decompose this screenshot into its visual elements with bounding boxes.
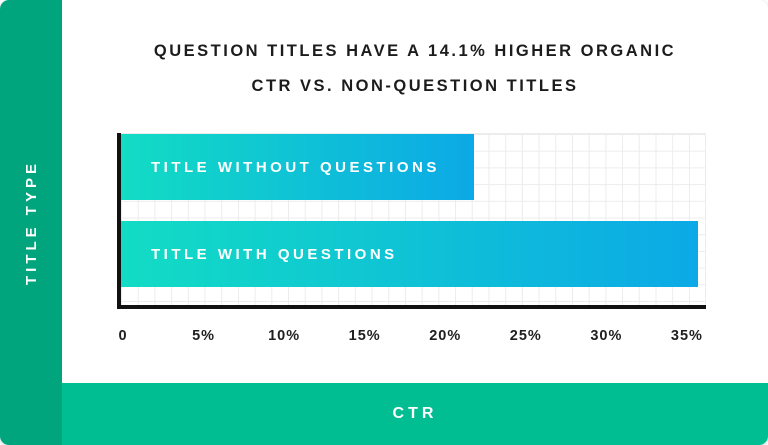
bar-title-with-questions: TITLE WITH QUESTIONS — [121, 221, 698, 287]
bar-label: TITLE WITHOUT QUESTIONS — [151, 158, 440, 176]
bar-label: TITLE WITH QUESTIONS — [151, 245, 398, 263]
x-axis-tick-labels: 0 5% 10% 15% 20% 25% 30% 35% — [83, 328, 727, 344]
x-tick: 10% — [268, 328, 301, 344]
x-tick: 25% — [509, 328, 542, 344]
x-axis-title: CTR — [392, 405, 438, 422]
x-axis-band: CTR — [62, 383, 768, 445]
y-axis-title: TITLE TYPE — [22, 159, 40, 285]
x-tick: 0 — [118, 328, 128, 344]
plot-area: TITLE WITHOUT QUESTIONS TITLE WITH QUEST… — [117, 133, 706, 309]
x-tick: 30% — [590, 328, 623, 344]
x-tick: 20% — [429, 328, 462, 344]
bar-title-without-questions: TITLE WITHOUT QUESTIONS — [121, 134, 474, 200]
chart-title-line-1: QUESTION TITLES HAVE A 14.1% HIGHER ORGA… — [153, 42, 677, 60]
x-tick: 5% — [192, 328, 216, 344]
y-axis-band: TITLE TYPE — [0, 0, 62, 445]
x-tick: 15% — [348, 328, 381, 344]
chart-title: QUESTION TITLES HAVE A 14.1% HIGHER ORGA… — [62, 34, 768, 104]
x-tick: 35% — [670, 328, 703, 344]
chart-title-line-2: CTR VS. NON-QUESTION TITLES — [251, 77, 579, 95]
